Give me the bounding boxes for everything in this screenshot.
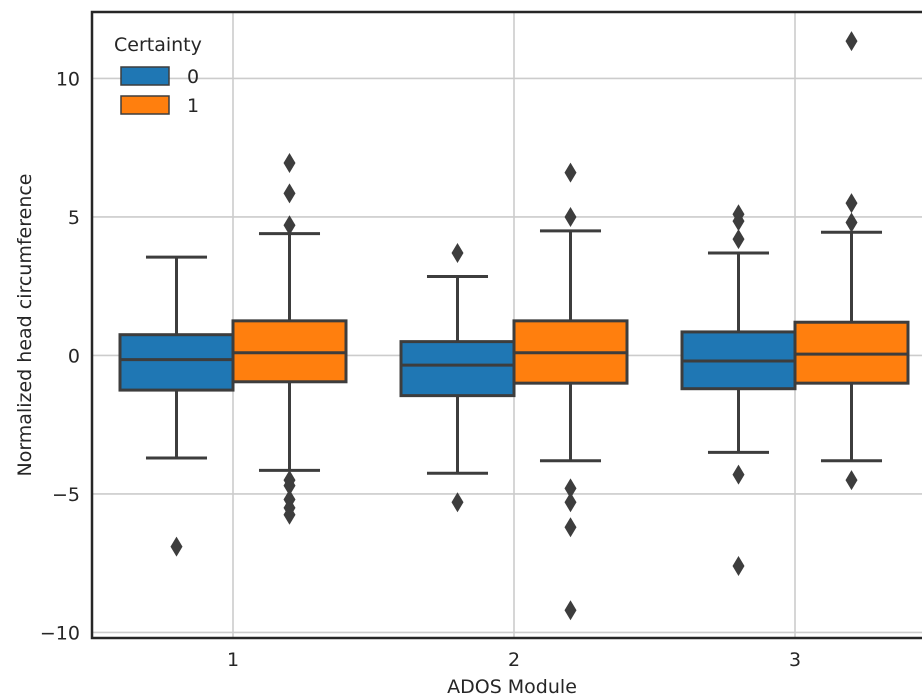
outlier-point [564,478,577,499]
box-iqr [118,333,235,392]
boxes [118,31,910,621]
outlier-point [451,492,464,513]
plot-frame [90,10,922,640]
y-tick-label: −5 [52,484,80,506]
y-tick-label: 10 [56,68,80,90]
outlier-point [283,183,296,204]
y-axis-label: Normalized head circumference [14,173,36,476]
outlier-point [732,555,745,576]
box-group [793,31,910,491]
box-group [231,152,348,525]
outlier-point [564,517,577,538]
outlier-point [845,470,858,491]
outlier-point [732,464,745,485]
outlier-point [845,31,858,52]
legend-swatch [120,66,170,86]
x-tick-label: 3 [789,649,801,671]
outlier-point [283,215,296,236]
box-iqr [399,340,516,398]
box-group [512,162,629,621]
outlier-point [732,211,745,232]
outlier-point [564,492,577,513]
outlier-point [283,152,296,173]
outlier-point [564,600,577,621]
legend-entry-label: 0 [187,66,199,88]
outlier-point [170,536,183,557]
outlier-point [564,206,577,227]
outlier-point [283,504,296,525]
y-tick-label: 5 [68,207,80,229]
outlier-point [845,212,858,233]
outlier-point [564,162,577,183]
box-group [680,204,797,576]
y-tick-label: −10 [40,622,80,644]
box-group [399,242,516,513]
outlier-point [451,242,464,263]
legend-title: Certainty [114,34,202,56]
legend-swatch [120,95,170,115]
legend: Certainty 0 1 [114,34,202,117]
outlier-point [732,229,745,250]
outlier-point [845,193,858,214]
box-group [118,255,235,557]
x-tick-label: 1 [227,649,239,671]
y-tick-label: 0 [68,345,80,367]
outlier-point [283,475,296,496]
x-tick-label: 2 [508,649,520,671]
legend-entry-label: 1 [187,95,199,117]
x-axis-label: ADOS Module [447,676,577,698]
